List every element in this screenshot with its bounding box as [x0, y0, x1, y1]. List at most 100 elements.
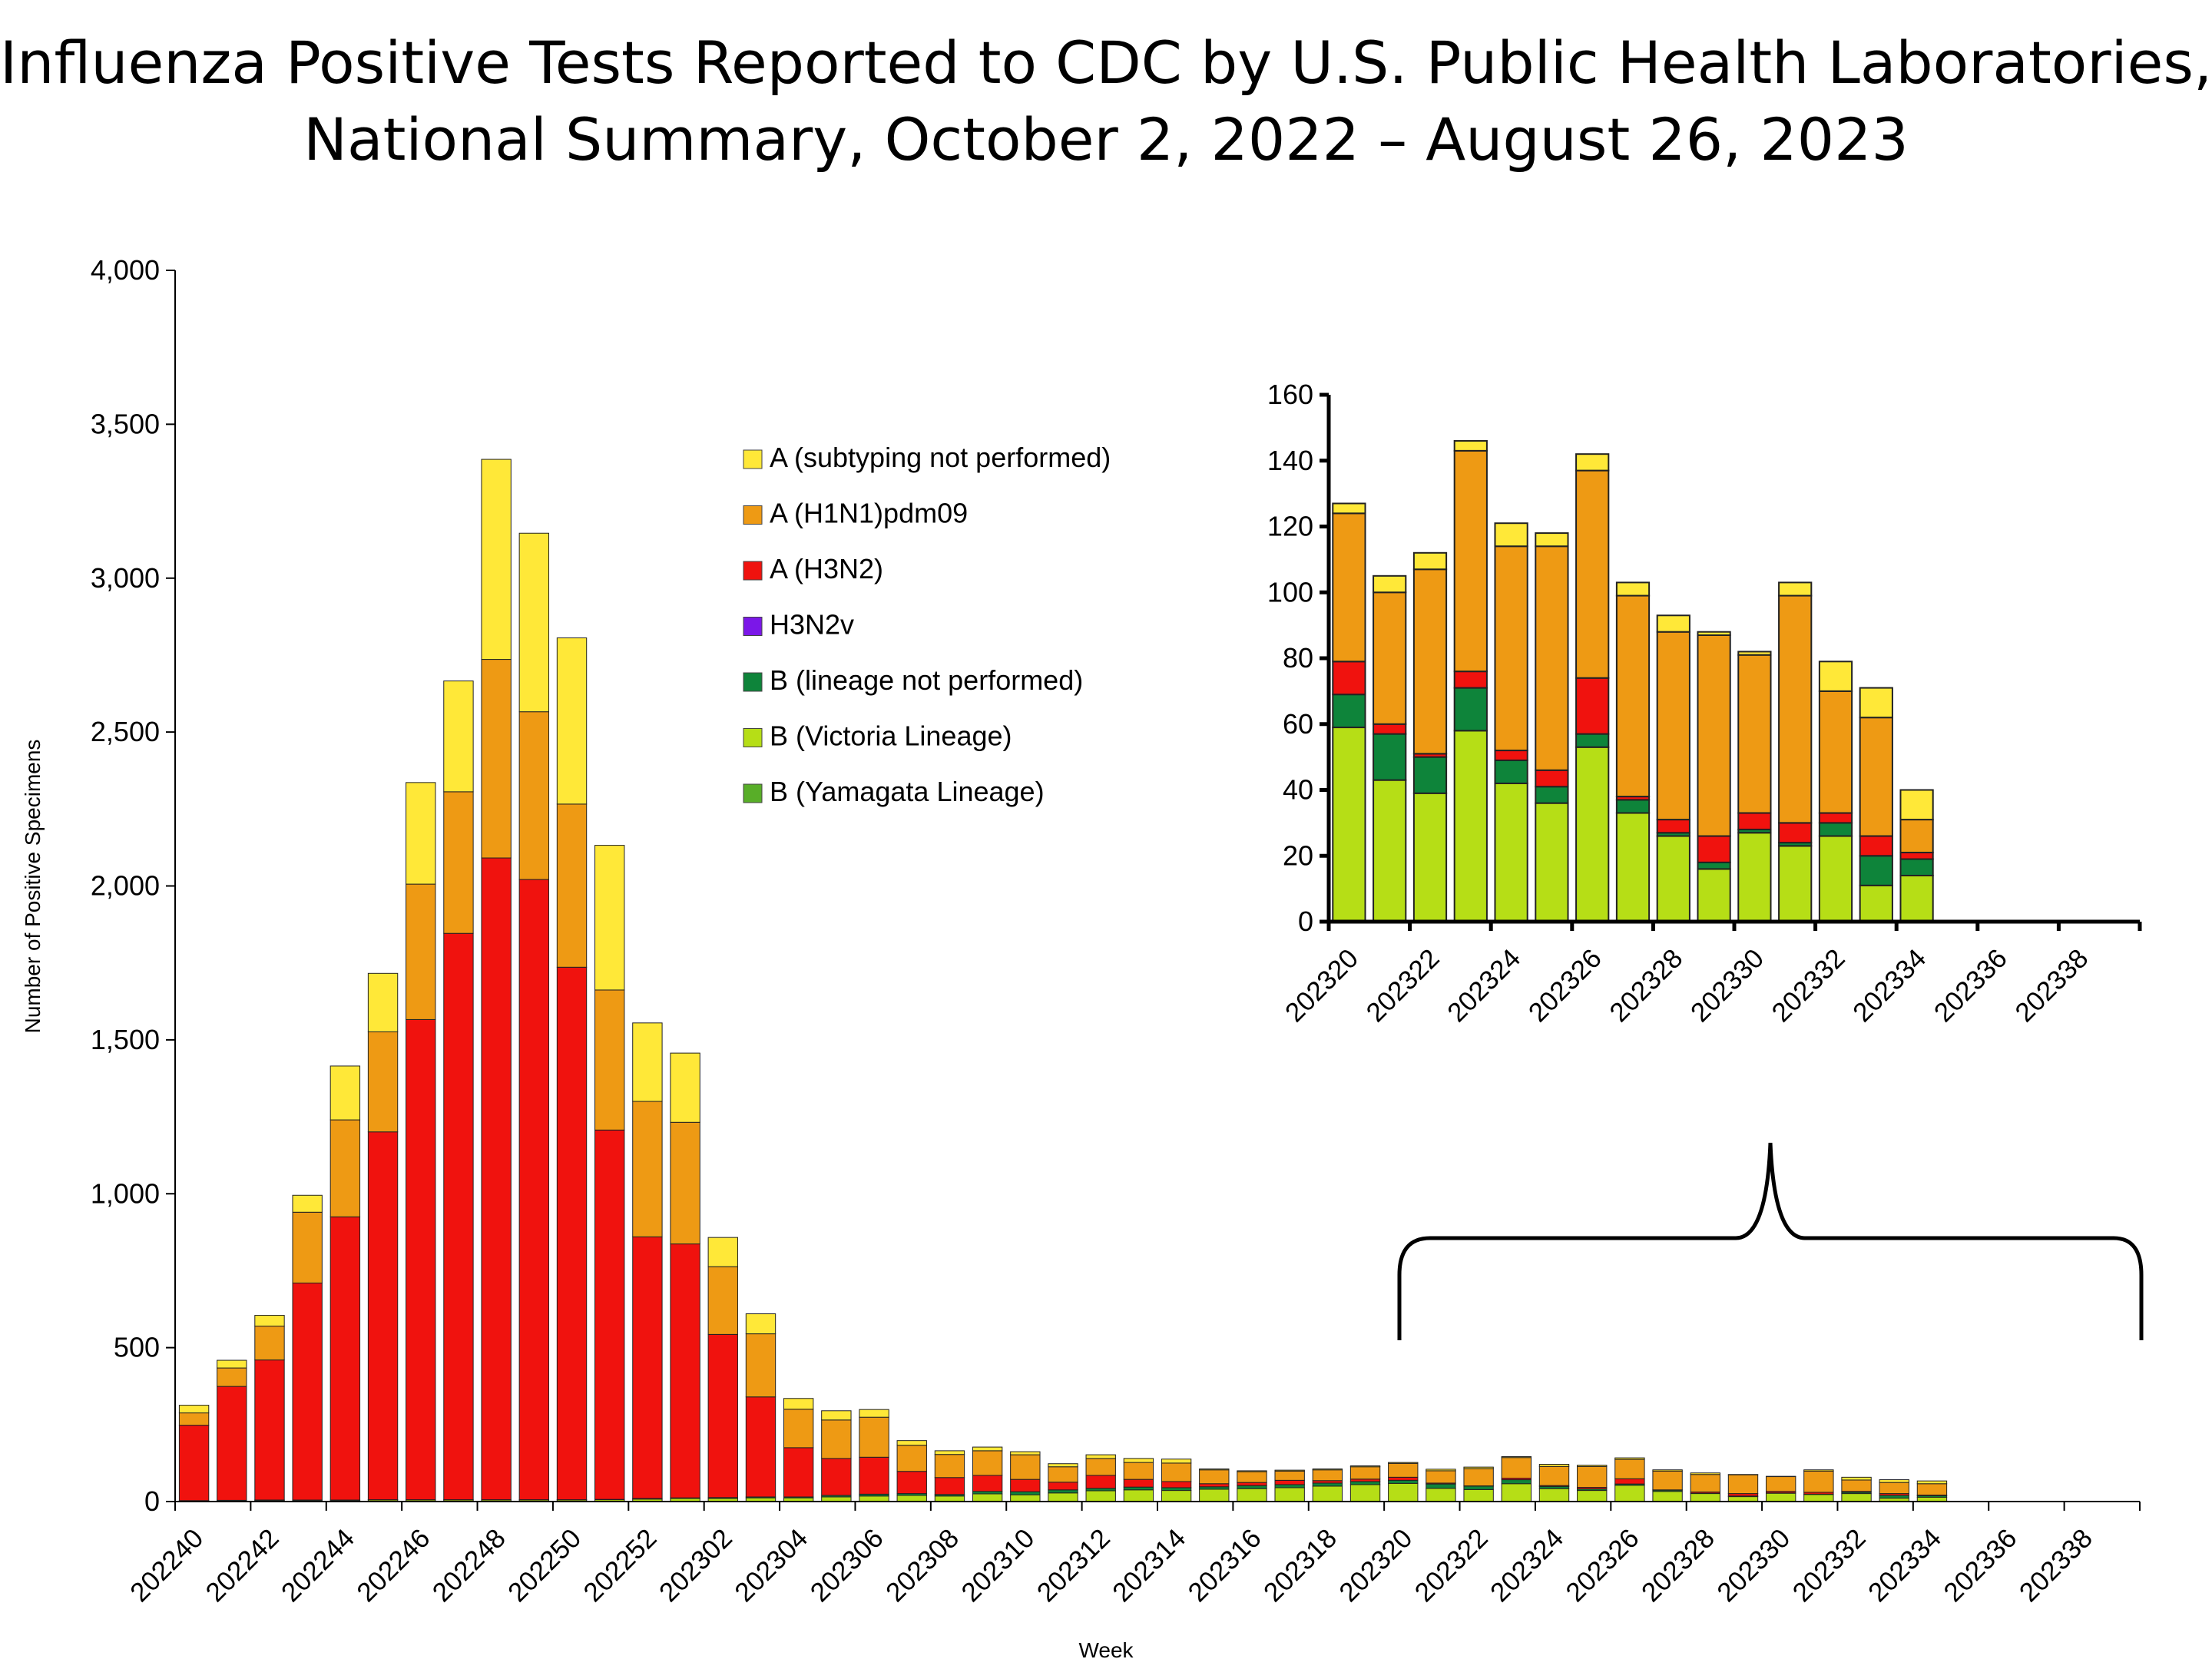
main-bar-202321-a-subtyping-not-performed — [1426, 1469, 1456, 1472]
main-bar-202332-a-subtyping-not-performed — [1841, 1476, 1872, 1481]
main-x-tick-label: 202326 — [1560, 1523, 1644, 1608]
main-bar-202251-a-subtyping-not-performed — [594, 845, 625, 991]
main-x-tick-label: 202308 — [880, 1523, 965, 1608]
main-bar-202311-a-h1n1-pdm09 — [1048, 1466, 1078, 1483]
main-bar-202251-a-h1n1-pdm09 — [594, 989, 625, 1131]
main-bar-202318-b-victoria-lineage — [1312, 1485, 1343, 1502]
main-bar-202307-a-h3n2 — [896, 1471, 927, 1495]
main-bar-202244-a-h3n2 — [329, 1216, 361, 1501]
main-bar-202334-a-h1n1-pdm09 — [1916, 1483, 1948, 1496]
main-bar-202242-a-subtyping-not-performed — [254, 1315, 285, 1327]
main-bar-202314-a-h1n1-pdm09 — [1161, 1462, 1192, 1482]
main-bar-202302-a-h3n2 — [707, 1333, 738, 1498]
main-x-tick-label: 202310 — [955, 1523, 1040, 1608]
main-bar-202241-a-h3n2 — [217, 1386, 247, 1501]
inset-bar-202334-a-subtyping-not-performed — [1899, 789, 1934, 821]
main-bar-202308-b-victoria-lineage — [934, 1495, 965, 1502]
inset-bar-202332-a-h1n1-pdm09 — [1818, 690, 1853, 814]
main-bar-202332-a-h1n1-pdm09 — [1841, 1479, 1872, 1492]
legend-label-h3n2v: H3N2v — [770, 609, 854, 641]
main-bar-202327-a-subtyping-not-performed — [1652, 1469, 1683, 1472]
main-bar-202324-a-subtyping-not-performed — [1538, 1464, 1570, 1467]
legend-label-a-subtyping-not-performed: A (subtyping not performed) — [770, 442, 1111, 473]
main-bar-202301-a-h3n2 — [670, 1243, 700, 1498]
main-bar-202326-a-h3n2 — [1614, 1478, 1645, 1485]
main-bar-202318-b-lineage-not-performed — [1312, 1482, 1343, 1487]
inset-bar-202321-b-victoria-lineage — [1373, 779, 1407, 923]
inset-bar-202329-a-subtyping-not-performed — [1697, 631, 1731, 636]
main-bar-202316-b-lineage-not-performed — [1237, 1485, 1267, 1489]
main-bar-202321-a-h1n1-pdm09 — [1426, 1470, 1456, 1484]
main-y-tick-label: 2,500 — [91, 716, 160, 747]
main-bar-202304-a-h3n2 — [783, 1447, 814, 1498]
inset-bar-202333-b-victoria-lineage — [1859, 884, 1893, 922]
inset-bar-202324-b-victoria-lineage — [1494, 782, 1528, 922]
main-bar-202325-a-h1n1-pdm09 — [1577, 1465, 1608, 1488]
main-bar-202307-a-subtyping-not-performed — [896, 1440, 927, 1446]
inset-bar-202321-b-lineage-not-performed — [1373, 733, 1407, 781]
main-bar-202250-a-h3n2 — [556, 966, 588, 1501]
main-x-tick-label: 202324 — [1485, 1523, 1569, 1608]
main-bar-202326-a-subtyping-not-performed — [1614, 1457, 1645, 1460]
inset-bar-202329-b-victoria-lineage — [1697, 868, 1731, 923]
inset-bar-202322-a-h1n1-pdm09 — [1412, 568, 1448, 755]
main-bar-202316-a-h1n1-pdm09 — [1237, 1471, 1267, 1483]
main-bar-202315-a-h3n2 — [1199, 1483, 1230, 1488]
main-bar-202333-a-h1n1-pdm09 — [1879, 1482, 1909, 1495]
main-bar-202306-a-subtyping-not-performed — [859, 1409, 889, 1418]
inset-bar-202322-a-subtyping-not-performed — [1412, 551, 1448, 571]
main-bar-202242-a-h3n2 — [254, 1359, 285, 1501]
inset-bar-202334-b-lineage-not-performed — [1899, 858, 1934, 876]
main-bar-202240-a-h3n2 — [178, 1425, 210, 1502]
main-bar-202317-a-subtyping-not-performed — [1274, 1469, 1305, 1472]
inset-bar-202323-a-h1n1-pdm09 — [1453, 449, 1488, 673]
main-bar-202309-a-h1n1-pdm09 — [972, 1450, 1003, 1476]
inset-x-tick-label: 202338 — [2009, 943, 2094, 1028]
main-bar-202313-a-subtyping-not-performed — [1123, 1458, 1154, 1463]
main-bar-202316-a-h3n2 — [1237, 1482, 1267, 1486]
main-bar-202321-b-lineage-not-performed — [1426, 1483, 1456, 1489]
inset-bar-202326-a-h1n1-pdm09 — [1575, 469, 1610, 679]
x-axis-title: Week — [1078, 1638, 1134, 1659]
main-bar-202315-b-victoria-lineage — [1199, 1488, 1230, 1502]
main-bar-202306-a-h3n2 — [859, 1456, 889, 1495]
inset-y-tick-label: 140 — [1267, 445, 1313, 476]
chart-title-line1: Influenza Positive Tests Reported to CDC… — [0, 28, 2212, 97]
main-bar-202317-a-h1n1-pdm09 — [1274, 1470, 1305, 1481]
main-bar-202240-a-h1n1-pdm09 — [178, 1412, 210, 1426]
inset-bar-202328-b-victoria-lineage — [1656, 835, 1690, 923]
main-bar-202248-a-h1n1-pdm09 — [481, 659, 512, 859]
main-x-tick-label: 202240 — [124, 1523, 209, 1608]
main-bar-202313-b-lineage-not-performed — [1123, 1486, 1154, 1491]
main-bar-202321-b-victoria-lineage — [1426, 1488, 1456, 1502]
main-bar-202247-a-subtyping-not-performed — [443, 680, 474, 793]
inset-y-tick-label: 40 — [1283, 774, 1313, 806]
legend-label-b-yamagata-lineage: B (Yamagata Lineage) — [770, 776, 1045, 807]
legend-swatch-b-yamagata-lineage — [743, 783, 763, 803]
main-x-tick-label: 202244 — [276, 1523, 360, 1608]
main-bar-202243-a-h3n2 — [292, 1282, 323, 1501]
main-y-tick-label: 2,000 — [91, 870, 160, 902]
inset-bar-202331-a-h1n1-pdm09 — [1778, 594, 1813, 824]
main-x-tick-label: 202332 — [1787, 1523, 1872, 1608]
inset-bar-202323-a-subtyping-not-performed — [1453, 440, 1488, 452]
main-y-tick-label: 3,000 — [91, 562, 160, 594]
main-bar-202322-b-victoria-lineage — [1463, 1488, 1494, 1502]
main-bar-202331-b-victoria-lineage — [1803, 1494, 1834, 1502]
inset-y-tick-label: 160 — [1267, 379, 1313, 410]
inset-bar-202324-a-h1n1-pdm09 — [1494, 545, 1528, 752]
main-bar-202310-a-h1n1-pdm09 — [1010, 1454, 1041, 1480]
main-bar-202327-a-h1n1-pdm09 — [1652, 1470, 1683, 1491]
inset-bar-202328-a-h1n1-pdm09 — [1656, 631, 1690, 821]
main-x-tick-label: 202304 — [729, 1523, 813, 1608]
main-bar-202325-b-victoria-lineage — [1577, 1490, 1608, 1502]
inset-bar-202331-a-h3n2 — [1778, 822, 1813, 844]
main-bar-202250-a-h1n1-pdm09 — [556, 803, 588, 968]
main-x-tick-label: 202330 — [1711, 1523, 1796, 1608]
main-bar-202323-a-subtyping-not-performed — [1501, 1455, 1532, 1459]
inset-x-tick-label: 202322 — [1360, 943, 1445, 1028]
inset-bar-202330-a-subtyping-not-performed — [1737, 651, 1772, 656]
main-y-tick-label: 500 — [114, 1332, 160, 1363]
legend-swatch-b-lineage-not-performed — [743, 672, 763, 692]
inset-bar-202320-a-subtyping-not-performed — [1332, 502, 1366, 515]
